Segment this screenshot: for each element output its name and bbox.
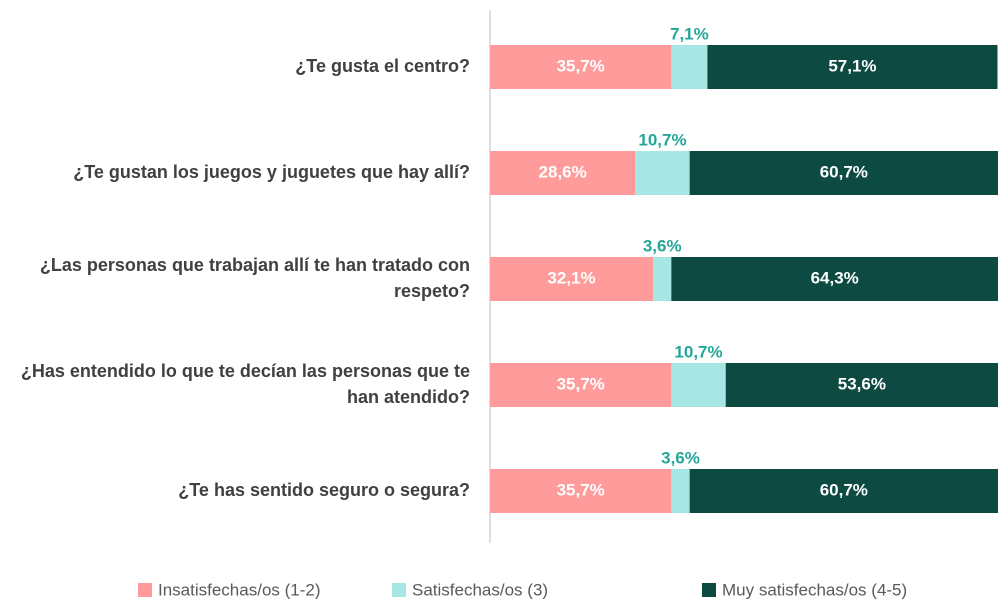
bar-segment xyxy=(490,257,654,301)
category-label: ¿Te gusta el centro? xyxy=(295,56,470,76)
value-label: 60,7% xyxy=(820,480,868,499)
value-label: 3,6% xyxy=(661,448,700,467)
value-label: 10,7% xyxy=(638,130,686,149)
legend-swatch xyxy=(138,583,152,597)
legend-swatch xyxy=(392,583,406,597)
category-label: ¿Te gustan los juegos y juguetes que hay… xyxy=(73,162,470,182)
category-label: ¿Te has sentido seguro o segura? xyxy=(178,480,470,500)
bar-segment xyxy=(689,469,998,513)
bar-segment xyxy=(671,363,726,407)
bar-segment xyxy=(689,151,998,195)
category-label: ¿Has entendido lo que te decían las pers… xyxy=(21,361,470,407)
value-label: 35,7% xyxy=(557,56,605,75)
bar-segment xyxy=(653,257,672,301)
value-label: 53,6% xyxy=(838,374,886,393)
bar-segment xyxy=(725,363,998,407)
value-label: 35,7% xyxy=(557,480,605,499)
bar-segment xyxy=(490,45,672,89)
value-label: 57,1% xyxy=(828,56,876,75)
value-label: 64,3% xyxy=(811,268,859,287)
value-label: 32,1% xyxy=(547,268,595,287)
legend-label: Satisfechas/os (3) xyxy=(412,580,548,599)
legend-swatch xyxy=(702,583,716,597)
bar-segment xyxy=(490,151,636,195)
value-label: 60,7% xyxy=(820,162,868,181)
value-label: 3,6% xyxy=(643,236,682,255)
value-label: 7,1% xyxy=(670,24,709,43)
bar-segment xyxy=(671,45,708,89)
value-label: 35,7% xyxy=(557,374,605,393)
legend-label: Insatisfechas/os (1-2) xyxy=(158,580,321,599)
bar-segment xyxy=(490,469,672,513)
bar-segment xyxy=(635,151,690,195)
category-label: ¿Las personas que trabajan allí te han t… xyxy=(40,255,470,301)
bar-segment xyxy=(671,257,998,301)
bar-segment xyxy=(671,469,690,513)
value-label: 28,6% xyxy=(539,162,587,181)
legend-label: Muy satisfechas/os (4-5) xyxy=(722,580,907,599)
bar-segment xyxy=(490,363,672,407)
value-label: 10,7% xyxy=(674,342,722,361)
bar-segment xyxy=(707,45,998,89)
